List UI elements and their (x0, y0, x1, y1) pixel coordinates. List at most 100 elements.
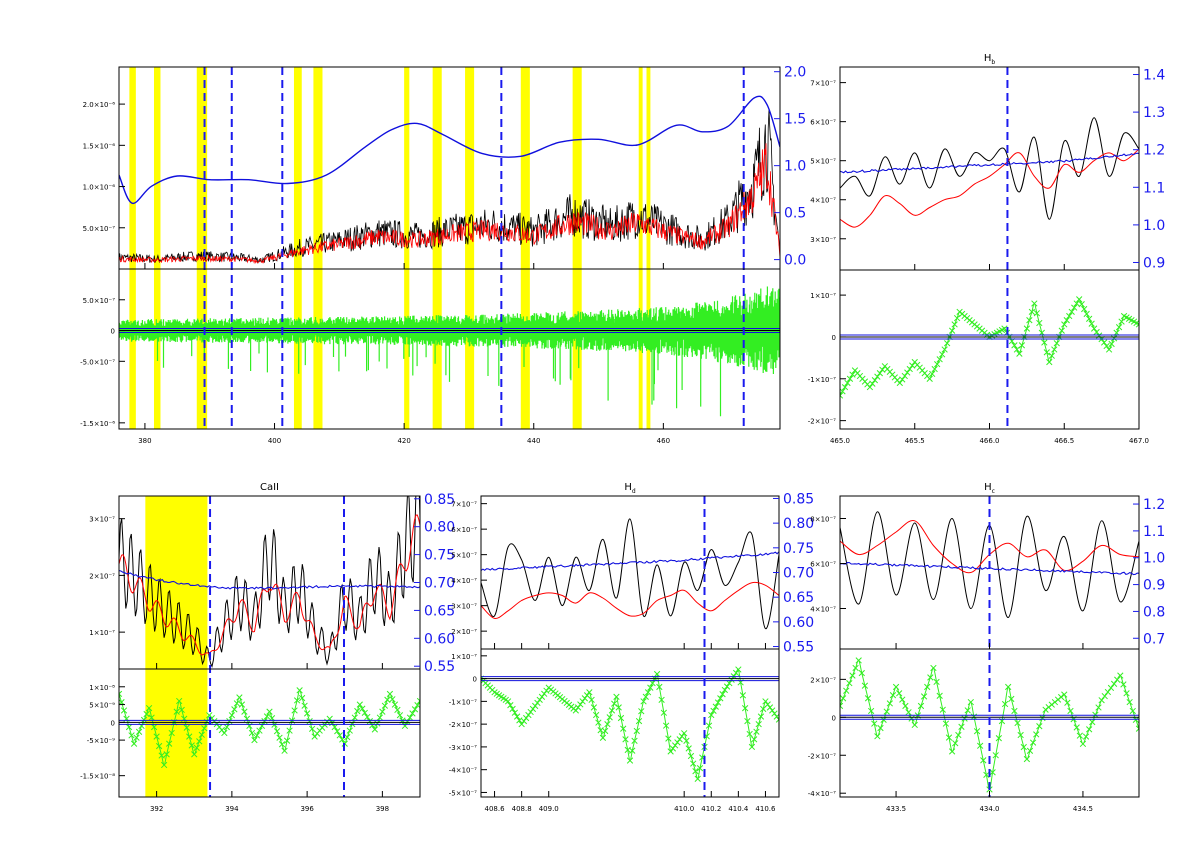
residual-marker (1114, 676, 1121, 683)
y-tick-label: 3×10⁻⁷ (810, 236, 836, 244)
y-tick-label: -1.5×10⁻⁸ (80, 773, 115, 781)
residual-marker (864, 695, 872, 702)
residual-marker (538, 693, 546, 700)
residual-marker (889, 692, 897, 699)
residual-marker (507, 702, 514, 709)
residual-marker (572, 707, 579, 714)
x-tick-label: 409.0 (539, 805, 559, 813)
residual-marker (1011, 342, 1018, 349)
top-plot-area (119, 95, 780, 265)
residual-marker (766, 704, 774, 711)
residual-marker (191, 751, 198, 758)
panel-hdelta: 2×10⁻⁷ 3×10⁻⁷ 4×10⁻⁷ 5×10⁻⁷ 6×10⁻⁷ 7×10⁻⁷ 0.55… (449, 482, 814, 813)
y2-tick-label: 1.2 (1143, 497, 1165, 513)
residual-marker (361, 709, 368, 717)
y-tick-label: -5.0×10⁻⁷ (80, 358, 115, 366)
residual-marker (653, 670, 661, 678)
residual-marker (198, 731, 205, 738)
residual-marker (364, 713, 371, 721)
residual-marker (840, 388, 846, 395)
residual-marker (331, 723, 338, 731)
residual-marker (995, 735, 1002, 742)
residual-marker (173, 708, 180, 715)
residual-marker (409, 710, 416, 717)
residual-marker (608, 707, 616, 714)
y-tick-label: 8×10⁻⁷ (810, 516, 836, 524)
residual-marker (1014, 719, 1021, 727)
residual-marker (909, 362, 916, 369)
highlight-band (572, 67, 582, 429)
residual-marker (948, 748, 956, 755)
y2-tick-label: 0.65 (424, 603, 455, 619)
y2-tick-label: 0.70 (783, 566, 814, 582)
y-tick-label: -2×10⁻⁷ (449, 721, 477, 729)
y2-tick-label: 0.85 (424, 492, 455, 508)
residual-marker (696, 765, 704, 772)
highlight-band (465, 67, 475, 429)
y-tick-label: 4×10⁻⁷ (810, 197, 836, 205)
y-tick-label: 3×10⁻⁷ (451, 603, 477, 611)
residual-marker (266, 708, 273, 715)
y-tick-label: 0 (111, 328, 115, 336)
y2-tick-label: 0.60 (783, 615, 814, 631)
residual-marker (366, 717, 373, 725)
residual-marker (188, 742, 195, 749)
residual-marker (861, 682, 869, 689)
residual-marker (1051, 346, 1058, 353)
residual-marker (626, 757, 634, 764)
x-tick-label: 408.6 (485, 805, 506, 813)
y-tick-label: 7×10⁻⁷ (810, 80, 836, 88)
residual-marker (694, 775, 701, 782)
residual-marker (952, 740, 959, 747)
residual-marker (1036, 319, 1043, 327)
y-tick-label: 2×10⁻⁷ (451, 628, 477, 636)
residual-marker (896, 379, 903, 387)
residual-marker (710, 707, 717, 715)
residual-marker (1066, 312, 1073, 320)
y-tick-label: 1.5×10⁻⁶ (83, 142, 116, 150)
residual-marker (681, 730, 688, 737)
residual-marker (1103, 342, 1110, 350)
y2-tick-label: 0.60 (424, 631, 455, 647)
y2-tick-label: 0.9 (1143, 255, 1165, 271)
y2-tick-label: 0.55 (424, 659, 455, 675)
residual-marker (148, 714, 155, 721)
residual-marker (671, 742, 679, 749)
residual-marker (518, 720, 525, 728)
x-tick-label: 396 (300, 805, 314, 813)
residual-marker (238, 701, 246, 708)
residual-marker (128, 732, 135, 739)
residual-marker (843, 687, 850, 694)
residual-marker (660, 709, 668, 716)
y-tick-label: 0 (111, 719, 115, 727)
residual-marker (941, 346, 948, 353)
residual-marker (1083, 310, 1090, 318)
residual-marker (1118, 318, 1125, 325)
y-tick-label: -5×10⁻⁷ (449, 789, 477, 797)
residual-marker (577, 701, 584, 708)
y-tick-label: 1.0×10⁻⁶ (83, 184, 116, 192)
residual-marker (692, 768, 699, 775)
top-plot-area (481, 518, 779, 630)
residual-marker (356, 701, 363, 708)
residual-marker (662, 722, 670, 729)
residual-marker (1026, 747, 1034, 754)
residual-marker (522, 714, 530, 722)
residual-marker (615, 704, 622, 711)
panel-title: Hc (984, 482, 995, 495)
residual-marker (135, 728, 143, 735)
y-tick-label: 2.0×10⁻⁶ (83, 101, 116, 109)
residual-marker (1073, 724, 1080, 731)
panel-title-subscript: d (632, 488, 636, 495)
residual-marker (509, 705, 516, 713)
residual-marker (877, 724, 884, 732)
residual-marker (613, 693, 620, 700)
panel-hgamma: 4×10⁻⁷ 6×10⁻⁷ 8×10⁻⁷ 0.7 0.8 0.9 1.0 1.1 1.2 -4×1… (808, 482, 1166, 813)
residual-marker (1064, 699, 1071, 706)
residual-marker (683, 737, 690, 744)
observed-spectrum-line (840, 117, 1139, 220)
residual-marker (849, 672, 856, 679)
y2-tick-label: 1.5 (784, 112, 806, 128)
residual-marker (712, 703, 719, 710)
residual-marker (125, 723, 133, 731)
